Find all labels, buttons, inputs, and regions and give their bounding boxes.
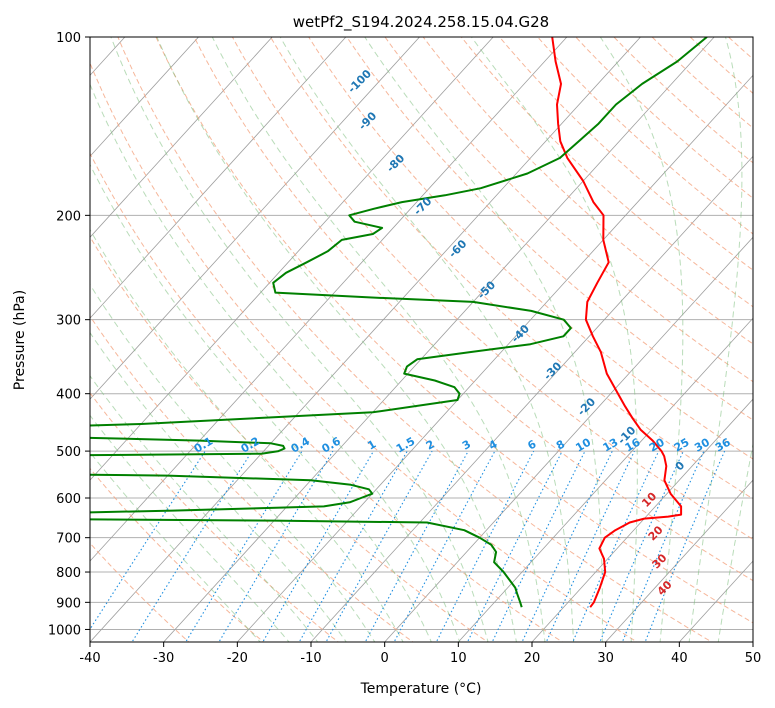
mixing-ratio-line bbox=[90, 450, 206, 631]
moist-adiabat-line bbox=[156, 37, 518, 642]
y-tick-label: 300 bbox=[56, 314, 81, 329]
dry-adiabat-line bbox=[460, 37, 753, 308]
dry-adiabat-line bbox=[346, 37, 753, 421]
isotherm-line bbox=[90, 37, 420, 400]
mixing-ratio-line bbox=[185, 450, 303, 642]
dry-adiabat-line bbox=[231, 37, 753, 540]
y-tick-label: 500 bbox=[56, 445, 81, 460]
isotherm-line bbox=[605, 479, 753, 642]
moist-adiabat-line bbox=[279, 37, 575, 642]
x-tick-label: 10 bbox=[450, 651, 467, 666]
dry-adiabat-line bbox=[117, 37, 713, 642]
mixing-ratio-line bbox=[364, 450, 469, 642]
moist-adiabat-line bbox=[211, 37, 546, 642]
x-tick-label: 0 bbox=[381, 651, 389, 666]
moist-adiabat-line bbox=[90, 331, 347, 642]
mixing-ratio-line bbox=[435, 450, 535, 642]
moist-adiabat-line bbox=[688, 37, 743, 642]
mixing-ratio-line bbox=[545, 450, 635, 642]
isotherm-line bbox=[163, 37, 715, 642]
y-tick-label: 200 bbox=[56, 209, 81, 224]
moist-adiabat-line bbox=[364, 37, 603, 642]
temperature-profile-line bbox=[551, 37, 683, 608]
isotherm-line bbox=[90, 37, 199, 157]
moist-adiabat-line bbox=[90, 374, 319, 642]
x-tick-label: -30 bbox=[153, 651, 174, 666]
dry-adiabat-line bbox=[90, 392, 340, 642]
moist-adiabat-line bbox=[90, 414, 290, 642]
x-tick-label: -10 bbox=[300, 651, 321, 666]
mixing-ratio-line bbox=[621, 450, 705, 642]
mixing-ratio-line bbox=[131, 450, 253, 642]
moist-adiabat-line bbox=[110, 37, 489, 642]
isotherm-grid bbox=[90, 37, 753, 642]
isotherm-line bbox=[90, 37, 568, 562]
dry-adiabat-line bbox=[90, 235, 489, 642]
y-tick-label: 700 bbox=[56, 532, 81, 547]
isotherm-line bbox=[310, 155, 753, 642]
y-tick-label: 900 bbox=[56, 596, 81, 611]
mixing-ratio-line bbox=[262, 450, 374, 642]
dry-adiabats bbox=[90, 37, 753, 642]
x-tick-label: -20 bbox=[227, 651, 248, 666]
dry-adiabat-line bbox=[269, 37, 753, 500]
moist-adiabats bbox=[90, 37, 753, 642]
dry-adiabat-line bbox=[90, 315, 414, 642]
y-tick-label: 400 bbox=[56, 388, 81, 403]
moist-adiabat-line bbox=[717, 441, 753, 642]
mixing-ratio-line bbox=[521, 450, 613, 642]
chart-title: wetPf2_S194.2024.258.15.04.G28 bbox=[293, 13, 549, 32]
isotherm-line bbox=[458, 317, 753, 642]
dry-adiabat-line bbox=[422, 37, 753, 345]
x-tick-label: 40 bbox=[671, 651, 688, 666]
dry-adiabat-line bbox=[90, 467, 265, 642]
x-tick-label: 50 bbox=[745, 651, 762, 666]
mixing-ratio-line bbox=[644, 450, 726, 642]
moist-adiabat-line bbox=[90, 451, 261, 642]
y-axis-label: Pressure (hPa) bbox=[12, 290, 28, 390]
dry-adiabat-line bbox=[90, 61, 638, 642]
dry-adiabat-line bbox=[155, 37, 753, 624]
moist-adiabat-line bbox=[90, 83, 461, 642]
mixing-ratio-lines bbox=[90, 450, 726, 642]
y-axis: 100 200 300 400 500 600 700 800 900 1000 bbox=[48, 31, 90, 638]
moist-adiabat-line bbox=[90, 228, 404, 642]
isotherm-line bbox=[531, 398, 753, 642]
isotherm-line bbox=[90, 37, 347, 319]
y-tick-label: 100 bbox=[56, 31, 81, 46]
dry-adiabat-line bbox=[308, 37, 753, 460]
isotherm-line bbox=[90, 37, 494, 481]
y-tick-label: 600 bbox=[56, 492, 81, 507]
isotherm-line bbox=[237, 74, 753, 642]
isotherm-line bbox=[384, 236, 753, 642]
isotherm-line bbox=[90, 37, 641, 642]
plot-frame bbox=[89, 36, 754, 643]
isotherm-line bbox=[90, 37, 273, 238]
y-tick-label: 1000 bbox=[48, 623, 81, 638]
moist-adiabat-line bbox=[470, 37, 638, 642]
dewpoint-profile-line bbox=[90, 37, 708, 608]
dry-adiabat-line bbox=[90, 152, 564, 642]
dry-adiabat-line bbox=[193, 37, 753, 582]
y-tick-label: 800 bbox=[56, 566, 81, 581]
x-tick-label: -40 bbox=[79, 651, 100, 666]
x-tick-label: 30 bbox=[597, 651, 614, 666]
x-tick-label: 20 bbox=[524, 651, 541, 666]
mixing-ratio-line bbox=[393, 450, 496, 642]
moist-adiabat-line bbox=[599, 37, 684, 642]
x-axis-label: Temperature (°C) bbox=[360, 681, 482, 697]
profile-series bbox=[90, 37, 708, 608]
x-axis: -40 -30 -20 -10 0 10 20 30 40 50 bbox=[79, 642, 761, 666]
